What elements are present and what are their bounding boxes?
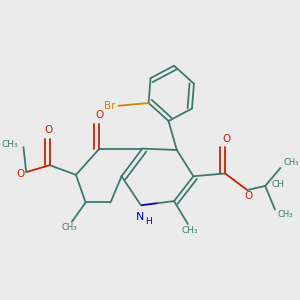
Text: O: O [44,125,52,135]
Text: O: O [222,134,231,144]
Text: CH: CH [271,180,284,189]
Text: O: O [16,169,25,179]
Text: CH₃: CH₃ [182,226,198,235]
Text: O: O [95,110,104,120]
Text: CH₃: CH₃ [283,158,299,167]
Text: Br: Br [104,101,116,111]
Text: CH₃: CH₃ [2,140,19,149]
Text: CH₃: CH₃ [62,224,77,232]
Text: CH₃: CH₃ [278,210,293,219]
Text: H: H [145,217,152,226]
Text: O: O [244,191,253,201]
Text: N: N [136,212,145,222]
